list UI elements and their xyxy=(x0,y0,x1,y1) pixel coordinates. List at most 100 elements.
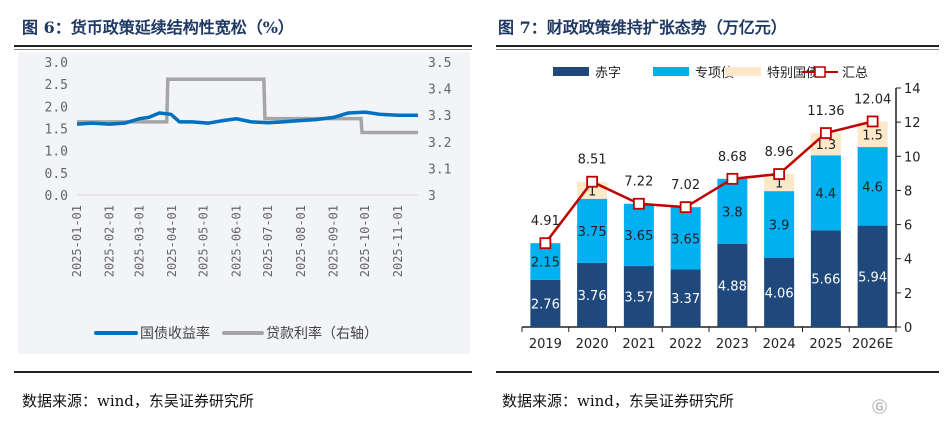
bar-deficit xyxy=(810,230,841,327)
bar-special-bond xyxy=(857,147,888,226)
right-y-tick: 14 xyxy=(904,82,921,97)
bar-data-label: 1 xyxy=(588,184,596,199)
right-y-tick: 4 xyxy=(904,253,912,268)
bar-special-treasury xyxy=(764,174,795,192)
legend-marker-total xyxy=(814,66,826,78)
total-line xyxy=(544,120,873,244)
bar-data-label: 4.4 xyxy=(816,187,837,202)
legend-label-deficit: 赤字 xyxy=(595,66,621,81)
right-y-tick: 3.1 xyxy=(428,162,451,177)
right-y-tick: 10 xyxy=(904,150,921,165)
left-y-tick: 3.0 xyxy=(45,56,68,71)
total-data-label: 8.51 xyxy=(578,153,607,168)
bar-data-label: 3.57 xyxy=(624,291,653,306)
x-category-label: 2019 xyxy=(529,337,562,352)
right-y-tick: 6 xyxy=(904,219,912,234)
total-data-label: 7.02 xyxy=(671,178,700,193)
bar-special-bond xyxy=(717,178,748,244)
total-marker xyxy=(539,237,552,250)
total-data-label: 12.04 xyxy=(854,92,891,107)
total-data-label: 8.68 xyxy=(718,150,747,165)
left-y-tick: 1.5 xyxy=(45,123,68,138)
bar-data-label: 4.6 xyxy=(862,180,883,195)
bar-data-label: 4.06 xyxy=(765,286,794,301)
x-category-label: 2022 xyxy=(669,337,702,352)
bar-deficit xyxy=(530,279,561,327)
legend-swatch-deficit xyxy=(553,67,589,76)
x-tick-label: 2025-06-01 xyxy=(229,205,243,277)
right-source: 数据来源：wind，东吴证券研究所 xyxy=(502,392,734,410)
legend-label-special-bond: 专项债 xyxy=(695,66,734,81)
total-marker xyxy=(632,197,645,210)
bar-data-label: 3.65 xyxy=(671,232,700,247)
legend-label-bond-yield: 国债收益率 xyxy=(140,325,210,342)
right-y-tick: 0 xyxy=(904,321,912,336)
bar-data-label: 3.8 xyxy=(722,205,743,220)
x-tick-label: 2025-11-01 xyxy=(391,205,405,277)
left-chart-background xyxy=(18,52,470,354)
bar-data-label: 1 xyxy=(775,177,783,192)
bar-data-label: 2.76 xyxy=(531,297,560,312)
total-marker xyxy=(819,127,832,139)
bar-deficit xyxy=(717,243,748,327)
x-tick-label: 2025-05-01 xyxy=(197,205,211,277)
left-source: 数据来源：wind，东吴证券研究所 xyxy=(22,392,254,410)
legend-swatch-special-bond xyxy=(653,67,689,76)
bar-special-bond xyxy=(764,191,795,258)
x-tick-label: 2025-10-01 xyxy=(358,205,372,277)
right-y-tick: 3.2 xyxy=(428,136,451,151)
x-category-label: 2023 xyxy=(716,337,749,352)
bar-special-bond xyxy=(530,243,561,280)
total-data-label: 7.22 xyxy=(624,175,653,190)
bar-data-label: 1.3 xyxy=(816,138,837,153)
watermark-logo: Ⓖ xyxy=(872,398,888,416)
total-marker xyxy=(586,175,599,188)
bar-deficit xyxy=(857,225,888,327)
total-data-label: 8.96 xyxy=(765,145,794,160)
bar-special-bond xyxy=(810,155,841,231)
total-marker xyxy=(679,201,692,214)
x-category-label: 2026E xyxy=(852,337,893,352)
right-title-rule xyxy=(496,45,939,50)
left-y-tick: 1.0 xyxy=(45,145,68,160)
x-tick-label: 2025-02-01 xyxy=(103,205,117,277)
right-chart-title: 图 7：财政政策维持扩张态势（万亿元） xyxy=(498,18,787,37)
left-y-tick: 0.0 xyxy=(45,189,68,204)
x-tick-label: 2025-09-01 xyxy=(327,205,341,277)
total-marker xyxy=(726,172,739,185)
bar-data-label: 3.37 xyxy=(671,292,700,307)
bar-special-bond xyxy=(623,203,654,267)
bar-data-label: 2.15 xyxy=(531,256,560,271)
bar-data-label: 3.75 xyxy=(578,225,607,240)
bar-deficit xyxy=(764,257,795,327)
left-y-tick: 0.5 xyxy=(45,167,68,182)
right-y-tick: 2 xyxy=(904,287,912,302)
total-marker xyxy=(773,168,786,180)
bar-data-label: 5.94 xyxy=(858,270,887,285)
total-marker xyxy=(866,115,879,128)
bar-deficit xyxy=(577,262,608,327)
x-tick-label: 2025-04-01 xyxy=(165,205,179,277)
bar-special-bond xyxy=(577,198,608,263)
bar-deficit xyxy=(623,266,654,327)
left-y-tick: 2.5 xyxy=(45,78,68,93)
right-y-tick: 8 xyxy=(904,184,912,199)
bar-data-label: 1.5 xyxy=(862,128,883,143)
total-data-label: 4.91 xyxy=(531,214,560,229)
right-y-tick: 3 xyxy=(428,189,436,204)
right-y-tick: 3.3 xyxy=(428,109,451,124)
x-category-label: 2024 xyxy=(763,337,796,352)
right-y-tick: 3.5 xyxy=(428,56,451,71)
bar-data-label: 3.76 xyxy=(578,289,607,304)
legend-swatch-special-treasury xyxy=(725,67,761,76)
bar-data-label: 3.65 xyxy=(624,229,653,244)
left-bottom-rule xyxy=(14,371,472,373)
x-category-label: 2021 xyxy=(622,337,655,352)
x-tick-label: 2025-08-01 xyxy=(294,205,308,277)
right-y-tick: 3.4 xyxy=(428,83,452,98)
bar-data-label: 5.66 xyxy=(811,273,840,288)
x-tick-label: 2025-01-01 xyxy=(70,205,84,277)
right-y-tick: 12 xyxy=(904,116,921,131)
legend-label-loan-rate: 贷款利率（右轴） xyxy=(266,325,378,342)
